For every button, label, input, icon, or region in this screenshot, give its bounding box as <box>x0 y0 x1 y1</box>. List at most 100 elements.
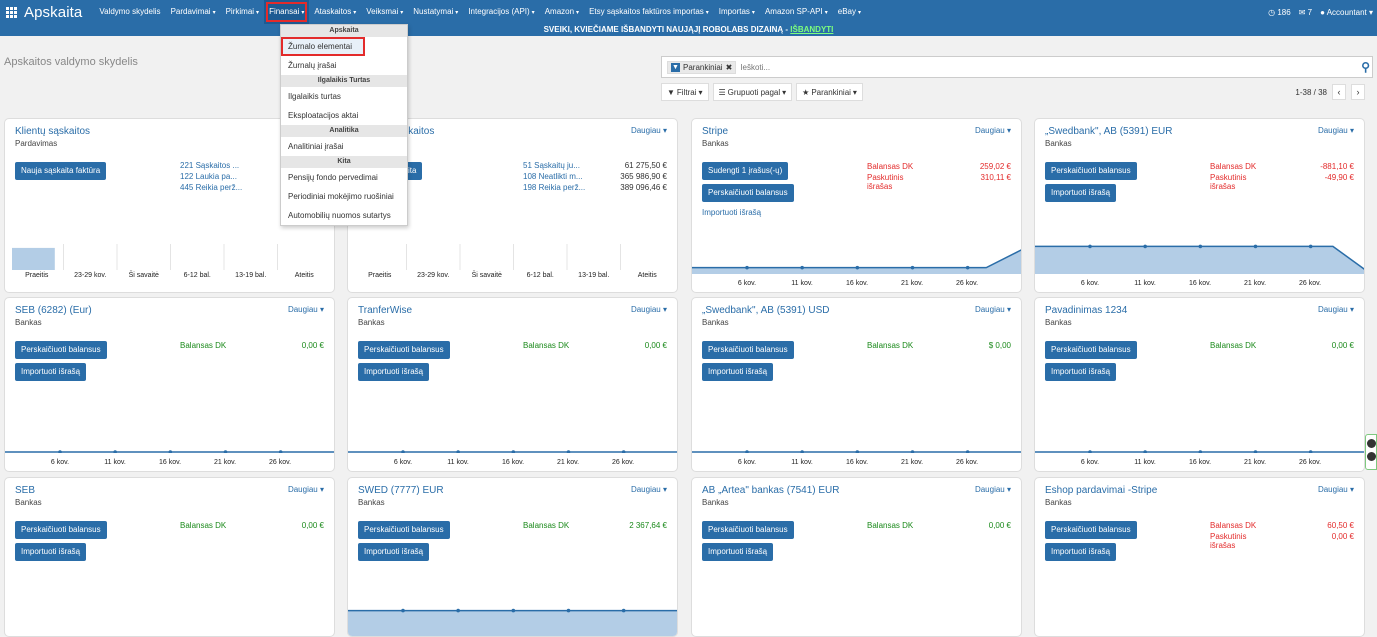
dropdown-item[interactable]: Žurnalo elementai <box>281 37 365 56</box>
menu-item[interactable]: Nustatymai ▾ <box>408 0 463 24</box>
bank-action-button[interactable]: Perskaičiuoti balansus <box>702 521 794 539</box>
menu-item[interactable]: Valdymo skydelis <box>94 0 165 24</box>
bank-action-button[interactable]: Perskaičiuoti balansus <box>702 184 794 202</box>
close-icon[interactable] <box>1366 439 1376 448</box>
search-input[interactable] <box>740 62 1041 72</box>
card-title[interactable]: „Swedbank", AB (5391) EUR <box>1045 126 1173 137</box>
bank-action-button[interactable]: Perskaičiuoti balansus <box>15 521 107 539</box>
menu-item[interactable]: Amazon SP-API ▾ <box>760 0 833 24</box>
dropdown-item[interactable]: Periodiniai mokėjimo ruošiniai <box>288 192 394 201</box>
bank-action-button[interactable]: Importuoti išrašą <box>1045 363 1117 381</box>
bank-action-button[interactable]: Perskaičiuoti balansus <box>358 521 450 539</box>
chevron-down-icon: ▾ <box>705 10 709 16</box>
banner-link[interactable]: IŠBANDYTI <box>790 25 834 34</box>
pager-next-button[interactable]: › <box>1351 84 1365 100</box>
bank-action-button[interactable]: Perskaičiuoti balansus <box>702 341 794 359</box>
dropdown-item[interactable]: Eksploatacijos aktai <box>288 111 359 120</box>
bank-action-button[interactable]: Perskaičiuoti balansus <box>15 341 107 359</box>
side-widget[interactable] <box>1365 434 1377 470</box>
pager-previous-button[interactable]: ‹ <box>1332 84 1346 100</box>
summary-link[interactable]: 445 Reikia perž... <box>180 183 243 192</box>
more-dropdown[interactable]: Daugiau ▾ <box>631 126 667 135</box>
x-axis-tick: 6-12 bal. <box>526 272 554 279</box>
activity-indicator[interactable]: ◷ 186 <box>1268 8 1291 17</box>
menu-item[interactable]: Veiksmai ▾ <box>361 0 408 24</box>
more-dropdown[interactable]: Daugiau ▾ <box>1318 485 1354 494</box>
dropdown-item[interactable]: Analitiniai įrašai <box>288 142 344 151</box>
menu-item[interactable]: Amazon ▾ <box>540 0 584 24</box>
search-icon[interactable]: ⚲ <box>1361 60 1370 74</box>
more-dropdown[interactable]: Daugiau ▾ <box>288 305 324 314</box>
more-dropdown[interactable]: Daugiau ▾ <box>975 126 1011 135</box>
x-axis-tick: 16 kov. <box>158 459 182 466</box>
search-box[interactable]: ▼Parankiniai✖ ⚲ <box>661 56 1373 78</box>
menu-item[interactable]: Finansai ▾ <box>264 0 310 24</box>
summary-link[interactable]: 51 Sąskaitų ju... <box>523 161 580 170</box>
bank-action-button[interactable]: Perskaičiuoti balansus <box>358 341 450 359</box>
filters-button[interactable]: ▼ Filtrai ▾ <box>661 83 709 101</box>
bank-action-button[interactable]: Importuoti išrašą <box>702 363 774 381</box>
menu-item[interactable]: Ataskaitos ▾ <box>309 0 361 24</box>
bank-action-button[interactable]: Sudengti 1 įrašus(-ų) <box>702 162 789 180</box>
pager-value[interactable]: 1-38 / 38 <box>1295 87 1327 97</box>
x-axis-tick: 21 kov. <box>556 459 580 466</box>
close-icon[interactable]: ✖ <box>725 62 733 72</box>
favorites-button[interactable]: ★ Parankiniai ▾ <box>796 83 863 101</box>
more-dropdown[interactable]: Daugiau ▾ <box>975 305 1011 314</box>
bank-action-button[interactable]: Importuoti išrašą <box>15 543 87 561</box>
apps-grid-icon[interactable] <box>6 6 17 18</box>
card-title[interactable]: Stripe <box>702 126 729 137</box>
summary-link[interactable]: 108 Neatlikti m... <box>523 172 583 181</box>
card-title[interactable]: SEB <box>15 485 36 496</box>
menu-item[interactable]: Pirkimai ▾ <box>221 0 264 24</box>
balance-dk-label: Balansas DK <box>1210 162 1257 171</box>
card-title[interactable]: Klientų sąskaitos <box>15 126 91 137</box>
help-icon[interactable] <box>1366 452 1376 461</box>
more-dropdown[interactable]: Daugiau ▾ <box>1318 305 1354 314</box>
balance-line-graph <box>1035 244 1364 274</box>
more-dropdown[interactable]: Daugiau ▾ <box>1318 126 1354 135</box>
dropdown-item[interactable]: Pensijų fondo pervedimai <box>288 173 378 182</box>
dropdown-item[interactable]: Ilgalaikis turtas <box>288 92 341 101</box>
card-title[interactable]: Eshop pardavimai -Stripe <box>1045 485 1158 496</box>
balance-line-graph <box>5 450 334 453</box>
bank-action-button[interactable]: Importuoti išrašą <box>1045 184 1117 202</box>
more-dropdown[interactable]: Daugiau ▾ <box>288 485 324 494</box>
messages-indicator[interactable]: ✉ 7 <box>1299 8 1312 17</box>
more-dropdown[interactable]: Daugiau ▾ <box>631 305 667 314</box>
x-axis-tick: 6 kov. <box>1080 459 1100 466</box>
bank-action-button[interactable]: Perskaičiuoti balansus <box>1045 341 1137 359</box>
primary-action-button[interactable]: Nauja sąskaita faktūra <box>15 162 107 180</box>
brand-name[interactable]: Apskaita <box>24 3 83 21</box>
menu-item[interactable]: Pardavimai ▾ <box>166 0 221 24</box>
card-title[interactable]: Pavadinimas 1234 <box>1045 305 1128 316</box>
user-menu[interactable]: ● Accountant ▾ <box>1320 8 1373 17</box>
menu-item[interactable]: Integracijos (API) ▾ <box>463 0 539 24</box>
search-facet[interactable]: ▼ Parankiniai ✖ <box>667 60 737 74</box>
dropdown-item[interactable]: Automobilių nuomos sutartys <box>288 211 391 220</box>
more-dropdown[interactable]: Daugiau ▾ <box>631 485 667 494</box>
summary-link[interactable]: 122 Laukia pa... <box>180 172 237 181</box>
bank-action-button[interactable]: Importuoti išrašą <box>1045 543 1117 561</box>
summary-link[interactable]: 198 Reikia perž... <box>523 183 586 192</box>
bank-action-button[interactable]: Importuoti išrašą <box>358 363 430 381</box>
bank-action-button[interactable]: Perskaičiuoti balansus <box>1045 162 1137 180</box>
more-dropdown[interactable]: Daugiau ▾ <box>975 485 1011 494</box>
bank-action-button[interactable]: Importuoti išrašą <box>358 543 430 561</box>
menu-item[interactable]: Importas ▾ <box>714 0 760 24</box>
group-by-button[interactable]: ☰ Grupuoti pagal ▾ <box>712 83 793 101</box>
menu-item[interactable]: Etsy sąskaitos faktūros importas ▾ <box>584 0 714 24</box>
summary-link[interactable]: 221 Sąskaitos ... <box>180 161 240 170</box>
card-title[interactable]: „Swedbank", AB (5391) USD <box>702 305 830 316</box>
card-title[interactable]: AB „Artea" bankas (7541) EUR <box>702 485 840 496</box>
card-title[interactable]: SWED (7777) EUR <box>358 485 444 496</box>
card-title[interactable]: SEB (6282) (Eur) <box>15 305 92 316</box>
bank-action-button[interactable]: Importuoti išrašą <box>15 363 87 381</box>
bank-action-button[interactable]: Perskaičiuoti balansus <box>1045 521 1137 539</box>
card-title[interactable]: TranferWise <box>358 305 413 316</box>
dropdown-item[interactable]: Žurnalų įrašai <box>288 61 337 70</box>
menu-item[interactable]: eBay ▾ <box>833 0 866 24</box>
last-statement-label: Paskutinis išrašas <box>867 173 904 191</box>
import-statement-link[interactable]: Importuoti išrašą <box>702 208 762 217</box>
bank-action-button[interactable]: Importuoti išrašą <box>702 543 774 561</box>
